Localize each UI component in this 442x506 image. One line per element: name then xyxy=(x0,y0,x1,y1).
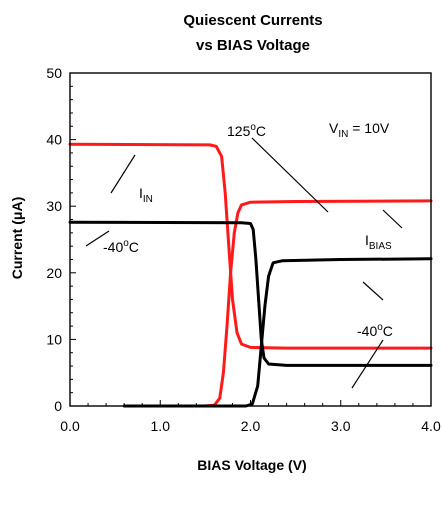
leader-minus40-right xyxy=(362,281,384,301)
series-line-hot-2 xyxy=(202,199,433,408)
leader-minus40-left xyxy=(85,230,110,247)
plot-frame xyxy=(69,72,432,407)
annotation-125c: 125oC xyxy=(227,122,266,139)
series-line-cold-3 xyxy=(68,220,433,367)
x-tick-label: 4.0 xyxy=(421,418,441,434)
leader-ibias xyxy=(382,209,403,229)
chart-title-line-1: Quiescent Currents xyxy=(183,12,322,29)
annotation-ibias: IBIAS xyxy=(365,232,392,252)
x-tick-label: 0.0 xyxy=(60,418,80,434)
leader-125c xyxy=(251,137,329,213)
x-axis-title: BIAS Voltage (V) xyxy=(197,457,306,473)
y-tick-label: 10 xyxy=(46,331,62,347)
leader-iin xyxy=(110,154,136,194)
y-tick-label: 0 xyxy=(54,398,62,414)
x-tick-label: 3.0 xyxy=(331,418,351,434)
y-tick-label: 20 xyxy=(46,265,62,281)
annotation-minus40-right: -40oC xyxy=(357,322,393,339)
y-ticks: 0 10 20 30 40 50 xyxy=(46,65,76,414)
y-tick-label: 30 xyxy=(46,198,62,214)
y-tick-label: 50 xyxy=(46,65,62,81)
x-tick-label: 2.0 xyxy=(241,418,261,434)
chart-title-line-2: vs BIAS Voltage xyxy=(196,37,310,54)
series-lines xyxy=(68,142,433,408)
x-tick-label: 1.0 xyxy=(151,418,171,434)
y-axis-title: Current (μA) xyxy=(9,197,25,279)
series-line-cold-4 xyxy=(122,257,433,408)
leader-minus40-right-lower xyxy=(351,339,384,389)
leader-lines xyxy=(85,137,403,389)
annotation-iin: IIN xyxy=(139,185,153,205)
y-tick-label: 40 xyxy=(46,132,62,148)
annotation-vin: VIN = 10V xyxy=(329,120,390,140)
annotation-minus40-left: -40oC xyxy=(103,238,139,255)
